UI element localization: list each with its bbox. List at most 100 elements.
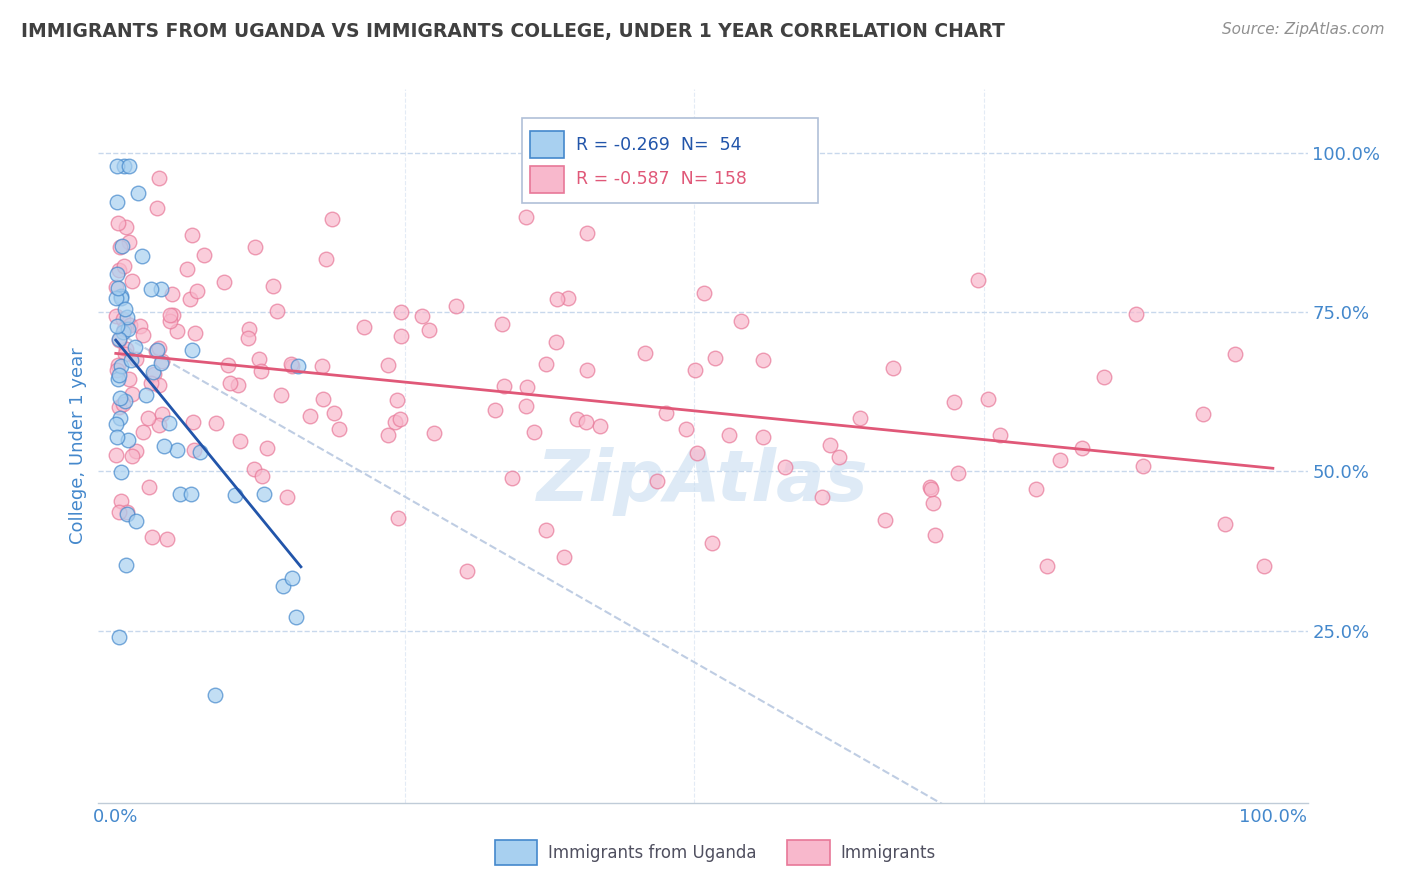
Point [117, 321, 139, 335]
Point [104, 280, 127, 294]
Point [557, 291, 579, 305]
Text: R = -0.269  N=  54: R = -0.269 N= 54 [576, 136, 741, 153]
Point [730, 314, 752, 328]
Point [107, 372, 129, 386]
Point [148, 377, 170, 392]
Point [132, 328, 155, 343]
Point [141, 376, 163, 390]
Point [411, 309, 433, 323]
Point [250, 469, 273, 483]
Point [150, 282, 173, 296]
Point [124, 352, 146, 367]
Point [271, 579, 294, 593]
Point [156, 533, 179, 547]
Point [924, 528, 946, 542]
Point [828, 450, 851, 465]
Point [322, 406, 344, 420]
Point [143, 367, 166, 381]
Point [148, 171, 170, 186]
Point [141, 530, 163, 544]
Point [114, 219, 136, 234]
Point [321, 212, 343, 227]
Point [205, 417, 228, 431]
Point [423, 426, 446, 441]
Point [243, 240, 266, 254]
Point [190, 445, 212, 459]
Point [157, 416, 180, 430]
Point [114, 394, 136, 409]
Point [108, 263, 131, 277]
Point [115, 507, 138, 521]
Point [575, 415, 598, 429]
Point [152, 354, 174, 368]
Point [224, 488, 246, 502]
Point [704, 351, 727, 366]
Point [328, 422, 350, 436]
Point [180, 487, 202, 501]
Point [146, 201, 169, 215]
Point [1253, 558, 1275, 573]
Point [491, 317, 513, 331]
Point [1092, 370, 1115, 384]
Point [108, 505, 131, 519]
Point [212, 275, 235, 289]
Point [148, 341, 170, 355]
Point [127, 186, 149, 200]
Point [918, 480, 941, 494]
Point [1049, 453, 1071, 467]
Point [693, 285, 716, 300]
Point [250, 364, 273, 378]
Text: Source: ZipAtlas.com: Source: ZipAtlas.com [1222, 22, 1385, 37]
Point [121, 274, 143, 288]
Point [105, 318, 128, 333]
Point [118, 372, 141, 386]
Point [107, 281, 129, 295]
Point [315, 252, 337, 266]
Point [1025, 483, 1047, 497]
Point [1125, 307, 1147, 321]
Point [145, 343, 167, 357]
Point [125, 515, 148, 529]
Point [105, 267, 128, 281]
Point [270, 388, 292, 402]
Point [112, 159, 135, 173]
Point [946, 466, 969, 480]
Y-axis label: College, Under 1 year: College, Under 1 year [69, 348, 87, 544]
Point [654, 406, 676, 420]
Point [125, 443, 148, 458]
Point [181, 228, 204, 243]
Point [456, 564, 478, 578]
Point [105, 310, 128, 324]
Point [516, 379, 538, 393]
Point [683, 363, 706, 377]
Point [523, 425, 546, 440]
Point [184, 326, 207, 340]
Point [105, 430, 128, 444]
Point [110, 359, 132, 373]
Point [882, 360, 904, 375]
Point [124, 340, 146, 354]
Point [114, 558, 136, 573]
Point [179, 293, 201, 307]
Point [107, 216, 129, 230]
Point [645, 474, 668, 488]
Point [515, 210, 537, 224]
Point [243, 462, 266, 476]
Point [281, 359, 304, 373]
Point [193, 248, 215, 262]
Point [108, 400, 131, 414]
Point [218, 376, 240, 390]
Point [229, 434, 252, 448]
Point [153, 439, 176, 453]
Point [686, 445, 709, 459]
Point [115, 343, 138, 357]
Point [444, 300, 467, 314]
Point [752, 352, 775, 367]
Point [110, 289, 132, 303]
Point [148, 417, 170, 432]
Text: ZipAtlas: ZipAtlas [537, 447, 869, 516]
Point [117, 159, 139, 173]
Point [990, 427, 1012, 442]
Point [484, 402, 506, 417]
Point [181, 343, 204, 358]
